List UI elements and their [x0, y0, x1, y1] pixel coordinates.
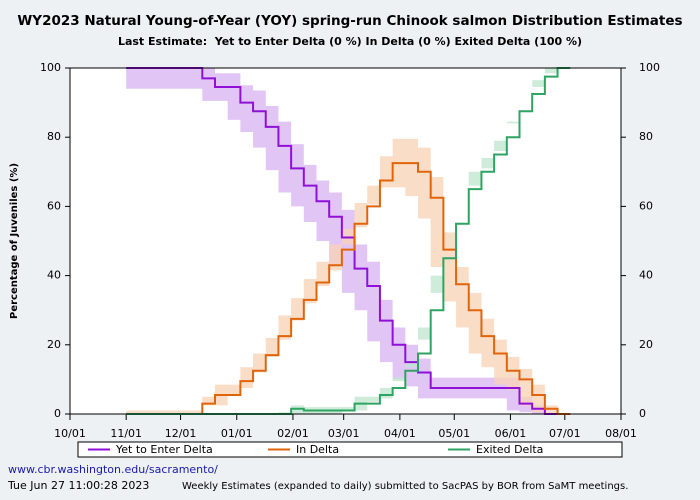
- y-tick-label: 100: [40, 61, 61, 74]
- footer-date: Tue Jun 27 11:00:28 2023: [7, 479, 149, 492]
- legend-label: Exited Delta: [476, 443, 543, 456]
- x-tick-label: 12/01: [165, 427, 197, 440]
- legend-label: Yet to Enter Delta: [115, 443, 213, 456]
- legend: Yet to Enter Delta In Delta Exited Delta: [77, 441, 623, 458]
- x-tick-label: 04/01: [384, 427, 416, 440]
- x-tick-label: 01/01: [221, 427, 253, 440]
- x-tick-label: 11/01: [110, 427, 142, 440]
- y-tick-label: 40: [47, 269, 61, 282]
- x-tick-label: 05/01: [438, 427, 470, 440]
- y-tick-label: 0: [54, 407, 61, 420]
- x-tick-label: 03/01: [328, 427, 360, 440]
- chart-subtitle: Last Estimate: Yet to Enter Delta (0 %) …: [118, 35, 582, 48]
- y2-tick-label: 100: [639, 61, 660, 74]
- x-tick-label: 02/01: [277, 427, 309, 440]
- y2-tick-label: 80: [639, 130, 653, 143]
- y-axis-label: Percentage of Juveniles (%): [9, 163, 20, 319]
- confidence-band: [126, 138, 571, 414]
- series-line: [126, 162, 571, 415]
- x-tick-label: 08/01: [605, 427, 637, 440]
- y2-tick-label: 60: [639, 199, 653, 212]
- x-tick-label: 10/01: [54, 427, 86, 440]
- x-tick-label: 06/01: [495, 427, 527, 440]
- y2-tick-label: 40: [639, 269, 653, 282]
- y2-tick-label: 0: [639, 407, 646, 420]
- y-tick-label: 20: [47, 338, 61, 351]
- x-tick-label: 07/01: [549, 427, 581, 440]
- y-tick-label: 60: [47, 199, 61, 212]
- y2-tick-label: 20: [639, 338, 653, 351]
- y-tick-label: 80: [47, 130, 61, 143]
- legend-label: In Delta: [296, 443, 339, 456]
- footer-note: Weekly Estimates (expanded to daily) sub…: [182, 481, 628, 492]
- legend-box: [77, 441, 623, 458]
- footer-url[interactable]: www.cbr.washington.edu/sacramento/: [8, 463, 218, 476]
- series-line: [126, 67, 571, 415]
- plot-frame: [69, 67, 622, 415]
- chart-title: WY2023 Natural Young-of-Year (YOY) sprin…: [17, 13, 682, 29]
